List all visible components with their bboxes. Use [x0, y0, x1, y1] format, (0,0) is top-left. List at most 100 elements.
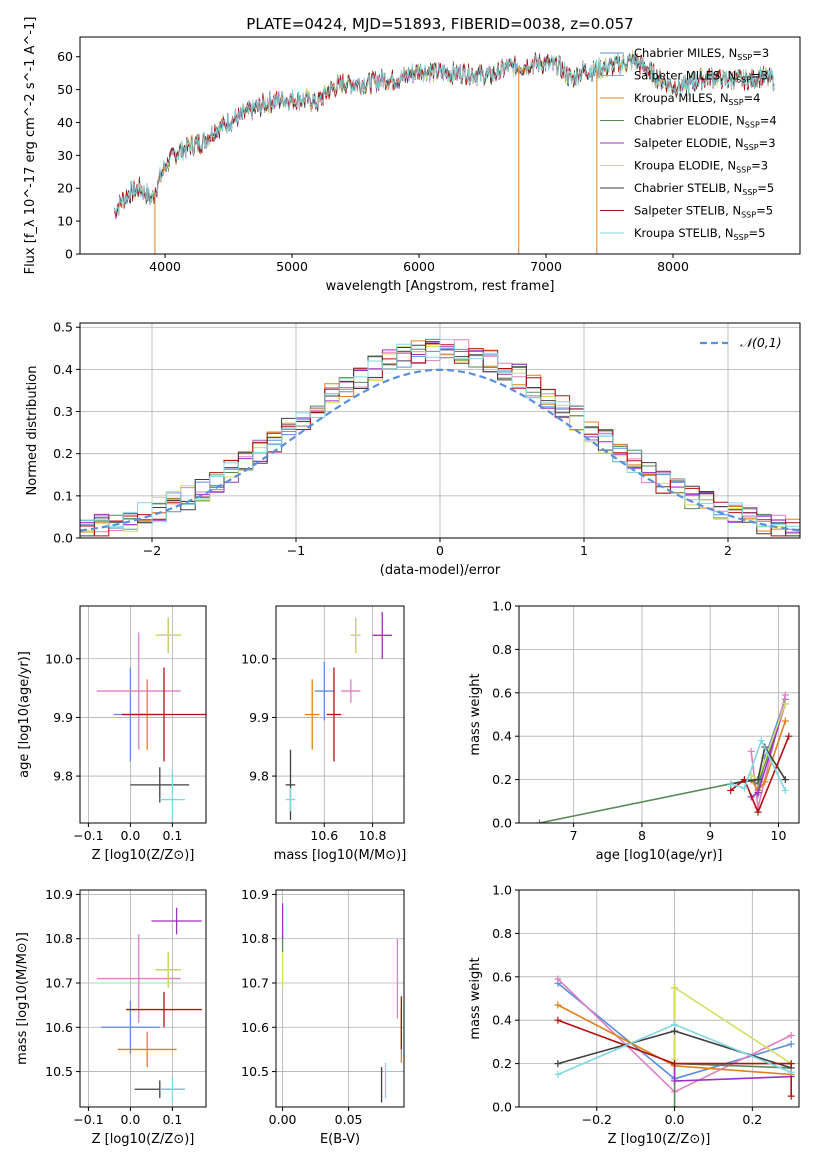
x-axis-label: (data-model)/error [380, 563, 501, 578]
x-tick-label: 8 [638, 828, 646, 843]
x-tick-label: 2 [724, 543, 732, 558]
axes: −0.2 0.0 0.2 0.0 0.2 0.4 0.6 0.8 1.0 Z [log10(Z/Z… [468, 883, 800, 1147]
mass-weight-marker [787, 1092, 795, 1100]
mass-weight-marker [787, 1031, 795, 1039]
plot-area [281, 903, 403, 1103]
mass-weight-marker [554, 1016, 562, 1024]
mass-weight-marker [727, 780, 735, 788]
y-tick-label: 10.8 [241, 931, 269, 946]
y-tick-label: 9.8 [53, 769, 73, 784]
legend-label: Chabrier STELIB, NSSP=5 [634, 181, 774, 197]
mass-weight-marker [781, 691, 789, 699]
y-tick-label: 10.6 [45, 1020, 73, 1035]
y-tick-label: 0.4 [53, 362, 73, 377]
x-tick-label: 0.0 [120, 1112, 140, 1127]
figure-title: PLATE=0424, MJD=51893, FIBERID=0038, z=0… [246, 15, 633, 33]
residual-legend: 𝒩(0,1) [700, 335, 782, 350]
y-tick-label: 0.0 [492, 1100, 512, 1115]
mass-weight-marker [535, 819, 543, 823]
y-tick-label: 0.3 [53, 404, 73, 419]
x-tick-label: 10 [771, 828, 787, 843]
mass-weight-marker [671, 1021, 679, 1029]
y-axis-label: mass weight [468, 957, 483, 1039]
plot-area [113, 50, 775, 254]
axes-frame [518, 605, 800, 824]
x-axis-label: Z [log10(Z/Z⊙)] [608, 1132, 711, 1147]
x-tick-label: 0.0 [120, 828, 140, 843]
x-tick-label: 0.1 [162, 1112, 182, 1127]
axes-frame [79, 889, 207, 1108]
y-tick-label: 9.9 [249, 710, 269, 725]
x-axis-label: Z [log10(Z/Z⊙)] [92, 1132, 195, 1147]
mass-weight-marker [787, 1068, 795, 1076]
axes: 7 8 9 10 0.0 0.2 0.4 0.6 0.8 1.0 age [log10(age/yr… [468, 599, 800, 863]
mass-weight-marker [757, 737, 765, 745]
mass-weight-vs-metallicity-panel: −0.2 0.0 0.2 0.0 0.2 0.4 0.6 0.8 1.0 Z [log10(Z/Z… [468, 883, 800, 1147]
x-tick-label: −0.1 [73, 1112, 103, 1127]
x-tick-label: 0.00 [269, 1112, 297, 1127]
x-axis-label: age [log10(age/yr)] [596, 848, 723, 863]
legend-label: Kroupa ELODIE, NSSP=3 [634, 159, 768, 175]
y-tick-label: 0.2 [492, 1056, 512, 1071]
mass-weight-line [557, 1019, 792, 1097]
mass-weight-marker [781, 786, 789, 794]
mass-weight-marker [781, 700, 789, 708]
mass-weight-marker [554, 975, 562, 983]
legend-label: Kroupa MILES, NSSP=4 [634, 91, 760, 107]
y-tick-label: 0.2 [492, 772, 512, 787]
y-tick-label: 40 [57, 115, 73, 130]
y-tick-label: 10.5 [241, 1064, 269, 1079]
y-axis-label: age [log10(age/yr)] [17, 651, 32, 778]
spectrum-legend: Chabrier MILES, NSSP=3 Salpeter MILES, NS… [600, 46, 777, 242]
age-vs-mass-panel: 10.6 10.8 9.8 9.9 10.0 mass [log10(M/M⊙)] [241, 605, 406, 863]
legend-label: Chabrier MILES, NSSP=3 [634, 46, 769, 62]
mass-weight-marker [671, 1103, 679, 1107]
mass-weight-line [539, 703, 787, 823]
y-axis-label: Flux [f_λ 10^-17 erg cm^-2 s^-1 A^-1] [23, 17, 38, 275]
y-tick-label: 1.0 [492, 599, 512, 614]
axes-frame [275, 605, 405, 824]
mass-weight-marker [554, 1060, 562, 1068]
y-tick-label: 9.9 [53, 710, 73, 725]
plot-area [96, 907, 202, 1103]
mass-weight-marker [671, 1060, 679, 1068]
spectrum-line [113, 53, 775, 215]
axes-frame [518, 889, 800, 1108]
axes-frame [275, 889, 405, 1108]
mass-weight-marker [671, 1027, 679, 1035]
x-axis-label: Z [log10(Z/Z⊙)] [92, 848, 195, 863]
x-tick-label: 4000 [149, 259, 181, 274]
y-tick-label: 1.0 [492, 883, 512, 898]
y-tick-label: 9.8 [249, 769, 269, 784]
y-tick-label: 10.0 [241, 651, 269, 666]
legend-label: Chabrier ELODIE, NSSP=4 [634, 114, 777, 130]
mass-weight-line [673, 986, 792, 1065]
mass-weight-marker [754, 776, 762, 784]
mass-weight-marker [781, 717, 789, 725]
x-tick-label: 7 [570, 828, 578, 843]
y-tick-label: 0.0 [53, 531, 73, 546]
mass-weight-marker [787, 1060, 795, 1068]
y-tick-label: 10.9 [45, 887, 73, 902]
x-tick-label: 0 [436, 543, 444, 558]
mass-weight-marker [781, 776, 789, 784]
axes: −0.1 0.0 0.1 9.8 9.9 10.0 Z [log10(Z/Z⊙)] age [… [17, 605, 207, 863]
y-tick-label: 0.4 [492, 729, 512, 744]
x-tick-label: 8000 [657, 259, 689, 274]
x-tick-label: −2 [143, 543, 161, 558]
mass-vs-metallicity-panel: −0.1 0.0 0.1 10.5 10.6 10.7 10.8 10.9 Z [log10(Z… [15, 887, 207, 1147]
mass-weight-marker [787, 1040, 795, 1048]
y-tick-label: 0 [65, 247, 73, 262]
mass-weight-line [750, 720, 787, 792]
y-tick-label: 10.5 [45, 1064, 73, 1079]
axes: 10.6 10.8 9.8 9.9 10.0 mass [log10(M/M⊙)] [241, 605, 406, 863]
y-tick-label: 0.8 [492, 642, 512, 657]
y-tick-label: 10 [57, 214, 73, 229]
spectrum-panel: 4000 5000 6000 7000 8000 0 10 20 30 40 50 60 wavelen… [23, 17, 801, 294]
y-tick-label: 0.5 [53, 320, 73, 335]
x-tick-label: 6000 [403, 259, 435, 274]
y-tick-label: 0.6 [492, 685, 512, 700]
y-tick-label: 10.6 [241, 1020, 269, 1035]
mass-weight-marker [671, 1077, 679, 1085]
